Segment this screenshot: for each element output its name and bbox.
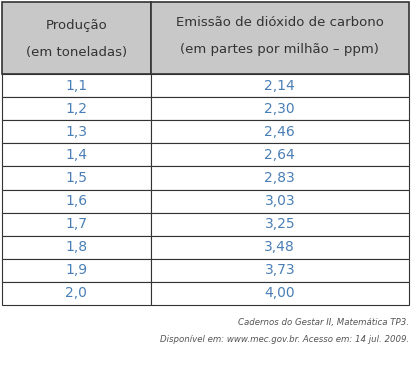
Text: 1,5: 1,5 [65, 171, 87, 185]
Bar [150, 120, 409, 143]
Bar [2, 259, 150, 282]
Bar [2, 2, 150, 74]
Text: 3,48: 3,48 [264, 240, 295, 254]
Bar [2, 143, 150, 166]
Bar [150, 259, 409, 282]
Bar [150, 282, 409, 305]
Bar [2, 213, 150, 236]
Bar [150, 236, 409, 259]
Text: 2,64: 2,64 [264, 148, 295, 162]
Text: Emissão de dióxido de carbono: Emissão de dióxido de carbono [176, 16, 384, 29]
Text: 2,30: 2,30 [264, 102, 295, 116]
Text: (em toneladas): (em toneladas) [26, 46, 127, 59]
Bar [150, 166, 409, 190]
Text: Disponível em: www.mec.gov.br. Acesso em: 14 jul. 2009.: Disponível em: www.mec.gov.br. Acesso em… [160, 336, 409, 344]
Text: 4,00: 4,00 [264, 286, 295, 300]
Text: Cadernos do Gestar II, Matemática TP3.: Cadernos do Gestar II, Matemática TP3. [238, 318, 409, 326]
Bar [2, 282, 150, 305]
Text: 2,0: 2,0 [65, 286, 87, 300]
Text: 1,4: 1,4 [65, 148, 87, 162]
Bar [150, 2, 409, 74]
Text: 1,2: 1,2 [65, 102, 87, 116]
Bar [150, 143, 409, 166]
Bar [150, 97, 409, 120]
Text: 3,03: 3,03 [264, 194, 295, 208]
Text: 2,46: 2,46 [264, 125, 295, 139]
Text: (em partes por milhão – ppm): (em partes por milhão – ppm) [180, 43, 379, 56]
Bar [150, 74, 409, 97]
Text: 1,1: 1,1 [65, 78, 88, 92]
Text: 2,14: 2,14 [264, 78, 295, 92]
Text: 1,6: 1,6 [65, 194, 88, 208]
Text: 3,73: 3,73 [264, 263, 295, 277]
Bar [2, 97, 150, 120]
Bar [2, 166, 150, 190]
Bar [2, 120, 150, 143]
Bar [2, 190, 150, 213]
Text: 1,7: 1,7 [65, 217, 87, 231]
Text: 1,3: 1,3 [65, 125, 87, 139]
Bar [2, 74, 150, 97]
Text: 1,9: 1,9 [65, 263, 88, 277]
Bar [150, 190, 409, 213]
Bar [2, 236, 150, 259]
Text: 2,83: 2,83 [264, 171, 295, 185]
Text: 3,25: 3,25 [264, 217, 295, 231]
Text: 1,8: 1,8 [65, 240, 88, 254]
Bar [150, 213, 409, 236]
Text: Produção: Produção [45, 18, 107, 32]
